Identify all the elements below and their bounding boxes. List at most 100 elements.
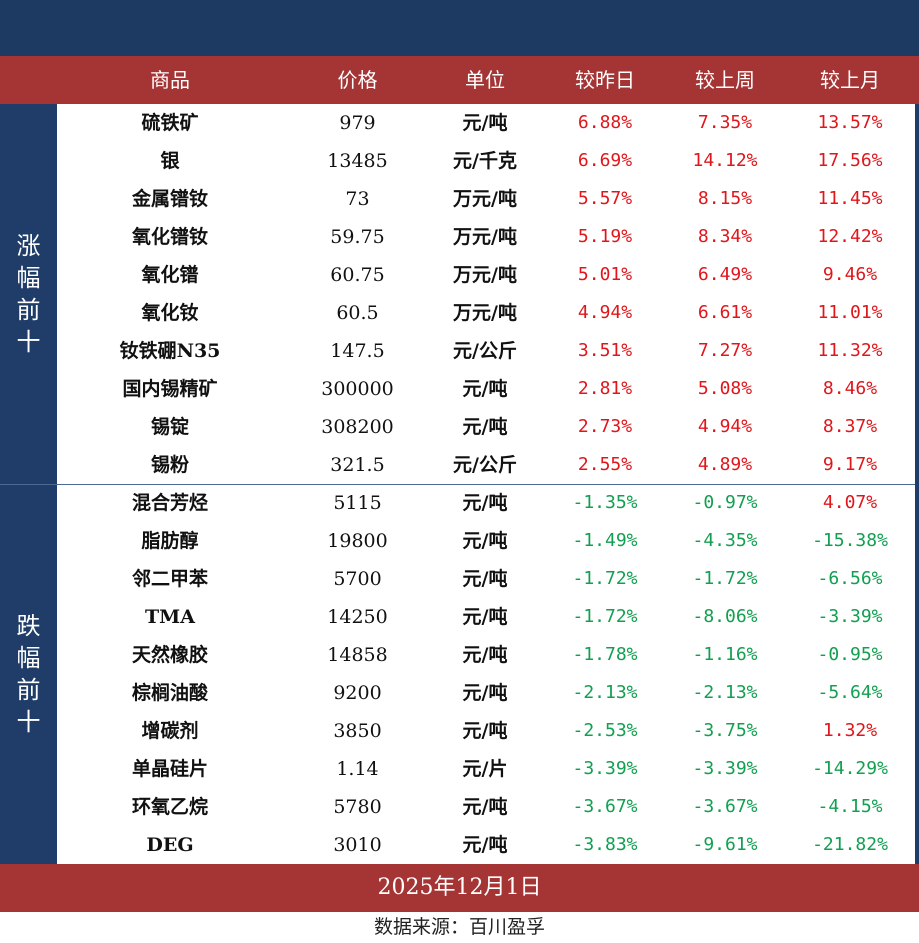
cell-unit: 元/吨 <box>462 568 508 590</box>
table-row: 环氧乙烷 5780 元/吨 -3.67% -3.67% -4.15% <box>57 788 915 826</box>
cell-month-change: 12.42% <box>817 226 883 247</box>
cell-unit: 元/吨 <box>462 530 508 552</box>
table-row: 棕榈油酸 9200 元/吨 -2.13% -2.13% -5.64% <box>57 674 915 712</box>
cell-day-change: -2.53% <box>572 720 638 741</box>
table-row: 钕铁硼N35 147.5 元/公斤 3.51% 7.27% 11.32% <box>57 332 915 370</box>
section-label-char: 幅 <box>16 264 41 292</box>
cell-week-change: 7.35% <box>697 112 753 133</box>
cell-day-change: 6.69% <box>577 150 633 171</box>
cell-price: 14250 <box>327 606 388 628</box>
cell-day-change: -1.72% <box>572 568 638 589</box>
cell-product: 金属镨钕 <box>131 188 208 210</box>
cell-unit: 万元/吨 <box>453 264 517 286</box>
cell-month-change: -15.38% <box>812 530 888 551</box>
table-row: 银 13485 元/千克 6.69% 14.12% 17.56% <box>57 142 915 180</box>
cell-month-change: -3.39% <box>817 606 883 627</box>
cell-week-change: 6.49% <box>697 264 753 285</box>
cell-product: 增碳剂 <box>141 720 199 742</box>
cell-price: 59.75 <box>330 226 385 248</box>
cell-product: 氧化镨 <box>141 264 199 286</box>
cell-price: 60.5 <box>336 302 379 324</box>
header-day-change: 较昨日 <box>575 68 635 92</box>
cell-month-change: 8.46% <box>822 378 878 399</box>
table-row: 硫铁矿 979 元/吨 6.88% 7.35% 13.57% <box>57 104 915 142</box>
cell-unit: 元/吨 <box>462 112 508 134</box>
cell-product: 混合芳烃 <box>131 492 208 514</box>
cell-month-change: 11.45% <box>817 188 883 209</box>
cell-unit: 元/千克 <box>453 150 517 172</box>
cell-week-change: -3.75% <box>692 720 758 741</box>
cell-product: 锡粉 <box>150 454 189 476</box>
cell-product: 邻二甲苯 <box>131 568 208 590</box>
cell-price: 5780 <box>333 796 382 818</box>
cell-price: 308200 <box>321 416 394 438</box>
cell-price: 73 <box>345 188 370 210</box>
cell-product: 国内锡精矿 <box>122 378 218 400</box>
table-row: TMA 14250 元/吨 -1.72% -8.06% -3.39% <box>57 598 915 636</box>
cell-month-change: -6.56% <box>817 568 883 589</box>
section-label-char: 涨 <box>16 232 41 260</box>
table-row: 氧化镨 60.75 万元/吨 5.01% 6.49% 9.46% <box>57 256 915 294</box>
cell-product: DEG <box>146 834 194 856</box>
section-label-char: 前 <box>16 296 41 324</box>
cell-day-change: -1.49% <box>572 530 638 551</box>
cell-week-change: 8.34% <box>697 226 753 247</box>
cell-month-change: 8.37% <box>822 416 878 437</box>
cell-day-change: -1.78% <box>572 644 638 665</box>
table-row: 单晶硅片 1.14 元/片 -3.39% -3.39% -14.29% <box>57 750 915 788</box>
cell-day-change: -1.35% <box>572 492 638 513</box>
cell-month-change: -4.15% <box>817 796 883 817</box>
right-border <box>915 104 919 864</box>
cell-month-change: 9.46% <box>822 264 878 285</box>
cell-month-change: 1.32% <box>822 720 878 741</box>
section-divider <box>0 484 919 485</box>
cell-day-change: -1.72% <box>572 606 638 627</box>
cell-week-change: 4.89% <box>697 454 753 475</box>
cell-day-change: -3.39% <box>572 758 638 779</box>
table-body: 硫铁矿 979 元/吨 6.88% 7.35% 13.57% 银 13485 元/千克 6.69%… <box>57 104 915 864</box>
cell-day-change: 6.88% <box>577 112 633 133</box>
cell-unit: 元/公斤 <box>453 454 517 476</box>
cell-week-change: -8.06% <box>692 606 758 627</box>
header-product: 商品 <box>150 68 190 92</box>
cell-price: 19800 <box>327 530 388 552</box>
cell-week-change: 4.94% <box>697 416 753 437</box>
cell-day-change: 4.94% <box>577 302 633 323</box>
cell-price: 13485 <box>327 150 388 172</box>
data-source: 数据来源：百川盈孚 <box>0 912 919 943</box>
header-month-change: 较上月 <box>820 68 880 92</box>
table-row: 国内锡精矿 300000 元/吨 2.81% 5.08% 8.46% <box>57 370 915 408</box>
table-row: 混合芳烃 5115 元/吨 -1.35% -0.97% 4.07% <box>57 484 915 522</box>
cell-product: TMA <box>145 606 195 628</box>
table-row: DEG 3010 元/吨 -3.83% -9.61% -21.82% <box>57 826 915 864</box>
cell-unit: 元/吨 <box>462 492 508 514</box>
cell-product: 脂肪醇 <box>141 530 199 552</box>
cell-unit: 万元/吨 <box>453 188 517 210</box>
table-row: 增碳剂 3850 元/吨 -2.53% -3.75% 1.32% <box>57 712 915 750</box>
cell-week-change: -2.13% <box>692 682 758 703</box>
cell-week-change: 6.61% <box>697 302 753 323</box>
cell-month-change: -0.95% <box>817 644 883 665</box>
cell-price: 147.5 <box>330 340 385 362</box>
cell-product: 天然橡胶 <box>131 644 208 666</box>
cell-month-change: 13.57% <box>817 112 883 133</box>
table-row: 氧化镨钕 59.75 万元/吨 5.19% 8.34% 12.42% <box>57 218 915 256</box>
cell-unit: 元/吨 <box>462 720 508 742</box>
cell-unit: 元/吨 <box>462 606 508 628</box>
cell-week-change: -1.16% <box>692 644 758 665</box>
cell-month-change: 9.17% <box>822 454 878 475</box>
table-row: 氧化钕 60.5 万元/吨 4.94% 6.61% 11.01% <box>57 294 915 332</box>
cell-unit: 元/吨 <box>462 644 508 666</box>
cell-unit: 万元/吨 <box>453 226 517 248</box>
cell-product: 氧化镨钕 <box>131 226 208 248</box>
cell-day-change: 5.19% <box>577 226 633 247</box>
cell-product: 硫铁矿 <box>141 112 199 134</box>
cell-week-change: 8.15% <box>697 188 753 209</box>
cell-week-change: -3.67% <box>692 796 758 817</box>
table-row: 邻二甲苯 5700 元/吨 -1.72% -1.72% -6.56% <box>57 560 915 598</box>
cell-unit: 元/片 <box>462 758 508 780</box>
header-week-change: 较上周 <box>695 68 755 92</box>
cell-week-change: -4.35% <box>692 530 758 551</box>
cell-product: 环氧乙烷 <box>131 796 208 818</box>
cell-price: 321.5 <box>330 454 385 476</box>
